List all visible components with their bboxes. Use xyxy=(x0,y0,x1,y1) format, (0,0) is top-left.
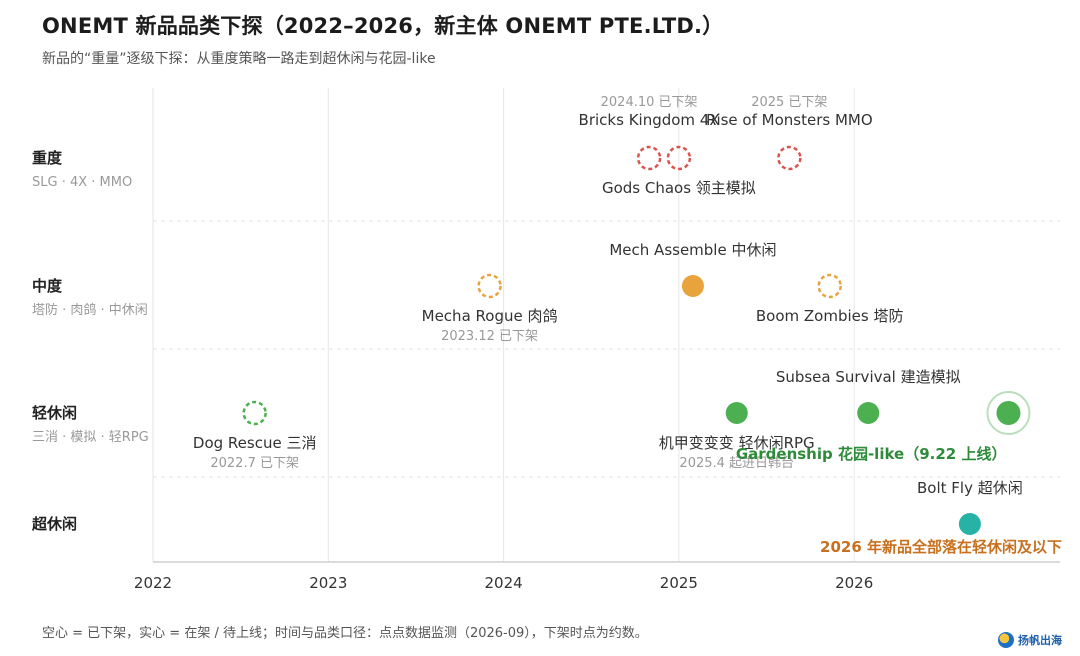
brand-logo: 扬帆出海 xyxy=(998,632,1062,648)
row-sublabel-light: 三消 · 模拟 · 轻RPG xyxy=(32,430,149,445)
data-label: Subsea Survival 建造模拟 xyxy=(776,368,961,386)
page-title: ONEMT 新品品类下探（2022–2026，新主体 ONEMT PTE.LTD… xyxy=(42,14,724,38)
brand-name: 扬帆出海 xyxy=(1018,634,1062,647)
x-tick-label: 2024 xyxy=(485,574,523,592)
brand-icon xyxy=(998,632,1014,648)
data-label: Gods Chaos 领主模拟 xyxy=(602,179,756,197)
data-label: Dog Rescue 三消 xyxy=(193,434,317,452)
row-sublabel-heavy: SLG · 4X · MMO xyxy=(32,175,132,190)
data-label-note: 2023.12 已下架 xyxy=(441,329,538,344)
data-label: Rise of Monsters MMO xyxy=(706,111,873,129)
row-label-light: 轻休闲 xyxy=(32,404,77,422)
data-point-highlight xyxy=(996,401,1021,425)
data-point-active xyxy=(725,402,748,424)
x-tick-label: 2022 xyxy=(134,574,172,592)
data-point-active xyxy=(958,513,981,535)
page-subtitle: 新品的“重量”逐级下探：从重度策略一路走到超休闲与花园-like xyxy=(42,51,436,67)
data-label: 机甲变变变 轻休闲RPG xyxy=(659,434,815,452)
data-point-removed xyxy=(666,145,692,171)
footnote: 空心 = 已下架，实心 = 在架 / 待上线；时间与品类口径：点点数据监测（20… xyxy=(42,626,648,641)
data-label: Bolt Fly 超休闲 xyxy=(917,479,1023,497)
data-point-removed xyxy=(817,273,842,299)
data-label-note: 2024.10 已下架 xyxy=(601,95,698,110)
row-label-hyper: 超休闲 xyxy=(31,515,77,533)
data-label-note: 2025 已下架 xyxy=(751,95,827,110)
data-point-removed xyxy=(777,145,802,171)
data-label-callout: Gardenship 花园-like（9.22 上线） xyxy=(736,445,1007,463)
data-label: Bricks Kingdom 4X xyxy=(579,111,720,129)
data-point-active xyxy=(681,275,704,297)
data-point-active xyxy=(857,402,880,424)
data-point-removed xyxy=(636,145,662,171)
x-tick-label: 2026 xyxy=(835,574,873,592)
data-point-removed xyxy=(242,400,267,426)
data-label: Mecha Rogue 肉鸽 xyxy=(422,307,558,325)
x-tick-label: 2023 xyxy=(309,574,347,592)
data-point-removed xyxy=(477,273,502,299)
data-label: Boom Zombies 塔防 xyxy=(756,307,904,325)
x-tick-label: 2025 xyxy=(660,574,698,592)
data-label-note: 2022.7 已下架 xyxy=(210,456,299,471)
row-label-mid: 中度 xyxy=(32,277,63,295)
chart-annotation: 2026 年新品全部落在轻休闲及以下 xyxy=(820,538,1062,556)
row-label-heavy: 重度 xyxy=(32,149,63,167)
row-sublabel-mid: 塔防 · 肉鸽 · 中休闲 xyxy=(32,302,148,318)
data-label-note: 2025.4 起进日韩台 xyxy=(679,456,794,471)
data-label: Mech Assemble 中休闲 xyxy=(609,241,776,259)
